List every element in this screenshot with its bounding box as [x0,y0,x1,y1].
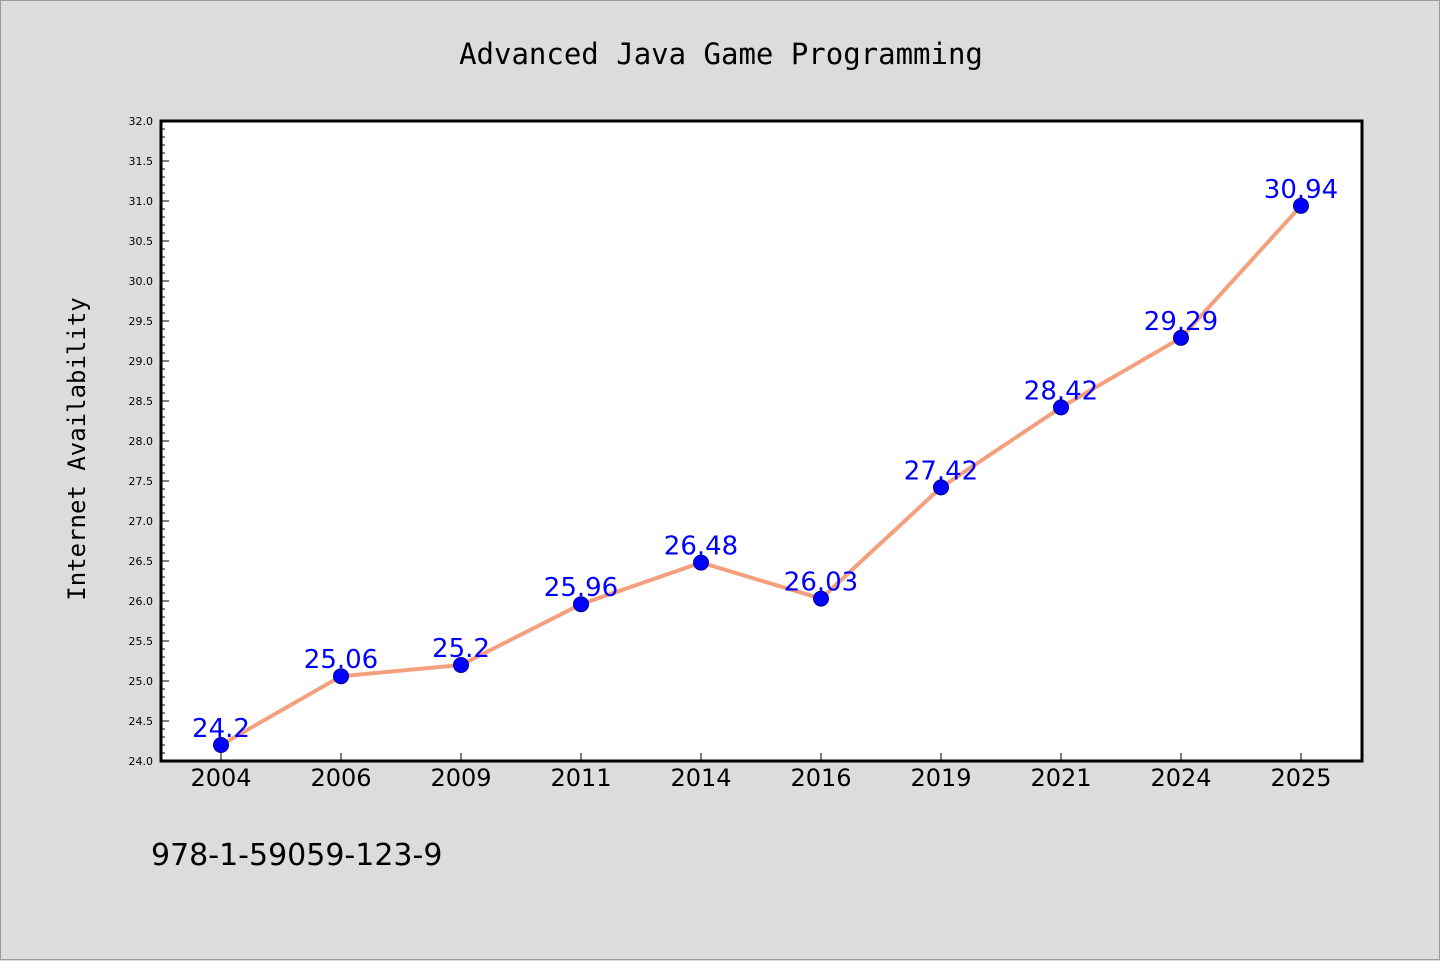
y-tick-label: 31.5 [129,155,154,168]
y-tick-label: 29.0 [129,355,154,368]
data-label: 25.96 [544,573,618,603]
x-tick-label: 2021 [1030,764,1091,792]
data-point [453,657,469,673]
data-label: 24.2 [192,714,250,744]
series-line [220,204,1303,747]
y-tick-label: 24.0 [129,755,154,768]
data-point [213,737,229,753]
data-series [213,197,1309,753]
data-label: 28.42 [1024,376,1098,406]
data-point [1053,399,1069,416]
x-tick-label: 2019 [910,764,971,792]
data-label: 27.42 [904,456,978,486]
data-label: 29.29 [1144,307,1218,337]
y-tick-label: 25.0 [129,675,154,688]
y-tick-label: 30.5 [129,235,154,248]
data-label: 25.06 [304,645,378,675]
data-label: 25.2 [432,634,490,664]
y-tick-label: 25.5 [129,635,154,648]
chart-title: Advanced Java Game Programming [459,37,983,71]
y-tick-label: 32.0 [129,115,154,128]
y-tick-label: 28.5 [129,395,154,408]
y-tick-label: 28.0 [129,435,154,448]
data-point [333,668,349,685]
data-point [813,590,829,607]
y-tick-label: 26.5 [129,555,154,568]
y-axis-label: Internet Availability [63,297,91,600]
y-axis: 24.0 24.5 25.0 25.5 26.0 26.5 27.0 27.5 28.0 28.5… [129,115,169,768]
x-axis: 2004 2006 2009 2011 2014 2016 2019 2021 2024 2025 [190,753,1332,792]
x-tick-label: 2009 [430,764,491,792]
data-point [573,596,589,613]
x-tick-label: 2024 [1150,764,1211,792]
x-tick-label: 2006 [310,764,371,792]
y-tick-label: 24.5 [129,715,154,728]
isbn-footer: 978-1-59059-123-9 [151,838,442,873]
plot-area [159,119,1364,763]
x-tick-label: 2004 [190,764,251,792]
x-tick-label: 2025 [1270,764,1331,792]
y-tick-label: 29.5 [129,315,154,328]
y-tick-label: 27.0 [129,515,154,528]
data-label: 26.48 [664,532,738,562]
x-tick-label: 2011 [550,764,611,792]
x-tick-label: 2014 [670,764,731,792]
data-label: 30.94 [1264,175,1338,205]
data-point [1293,197,1309,214]
y-tick-label: 26.0 [129,595,154,608]
y-tick-label: 27.5 [129,475,154,488]
data-point [933,479,949,496]
y-tick-label: 31.0 [129,195,154,208]
data-point [693,554,709,571]
data-labels: 24.2 25.06 25.2 25.96 26.48 26.03 27.42 28.42 29… [192,175,1338,744]
data-label: 26.03 [784,568,858,598]
x-tick-label: 2016 [790,764,851,792]
y-tick-label: 30.0 [129,275,154,288]
data-point [1173,329,1189,346]
